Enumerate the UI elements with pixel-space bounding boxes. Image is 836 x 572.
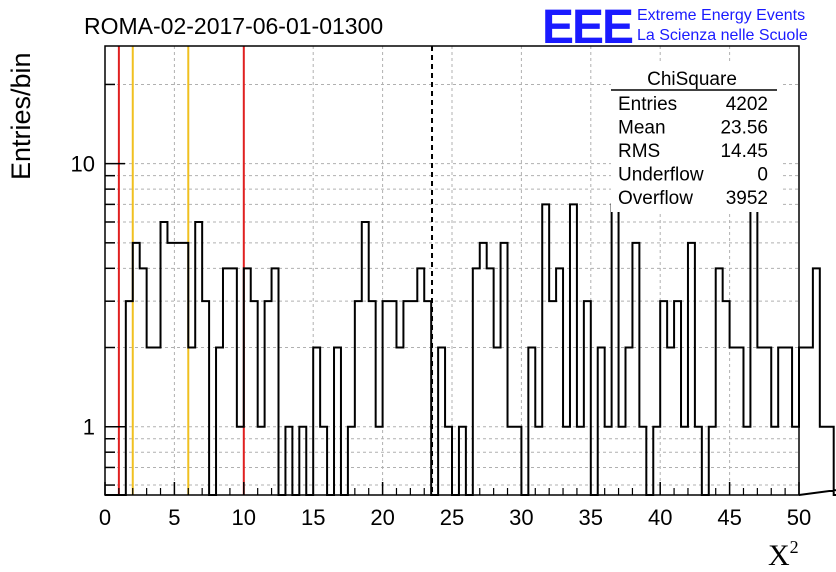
logo-line-1: Extreme Energy Events [637,7,805,24]
x-tick-label: 35 [579,505,603,530]
x-tick-label: 50 [787,505,811,530]
stats-row-value: 3952 [726,188,768,209]
stats-title: ChiSquare [647,69,737,90]
axes: 0 5 10 15 20 25 30 35 40 45 50 1 10 [71,83,811,530]
x-axis-label-base: X [768,539,790,572]
stats-row-value: 0 [757,165,768,186]
stats-row-value: 14.45 [720,141,768,162]
x-tick-label: 30 [509,505,533,530]
x-tick-label: 5 [168,505,180,530]
chart-title: ROMA-02-2017-06-01-01300 [84,13,383,39]
stats-box: ChiSquare Entries 4202 Mean 23.56 RMS 14.45 Un… [611,62,781,212]
x-tick-label: 25 [440,505,464,530]
y-tick-label: 10 [71,152,95,177]
stats-row-value: 4202 [726,94,768,115]
x-tick-label: 20 [370,505,394,530]
x-tick-label: 40 [648,505,672,530]
stats-row-value: 23.56 [720,118,768,139]
y-axis-label: Entries/bin [6,52,36,180]
eee-logo: EEE Extreme Energy Events La Scienza nel… [542,1,808,54]
logo-line-2: La Scienza nelle Scuole [637,27,808,44]
stats-row-label: Entries [618,94,677,115]
y-tick-label: 1 [83,415,95,440]
stats-box-background [611,62,781,212]
x-tick-label: 10 [232,505,256,530]
x-tick-label: 15 [301,505,325,530]
reference-lines [117,46,434,495]
x-axis-label-superscript: 2 [790,537,799,557]
x-tick-label: 0 [99,505,111,530]
logo-mark: EEE [542,1,633,54]
stats-row-label: Underflow [618,165,704,186]
histogram-outline [105,203,836,496]
stats-row-label: Mean [618,118,666,139]
x-tick-label: 45 [717,505,741,530]
stats-row-label: RMS [618,141,660,162]
x-axis-label: X2 [768,537,799,572]
stats-row-label: Overflow [618,188,693,209]
